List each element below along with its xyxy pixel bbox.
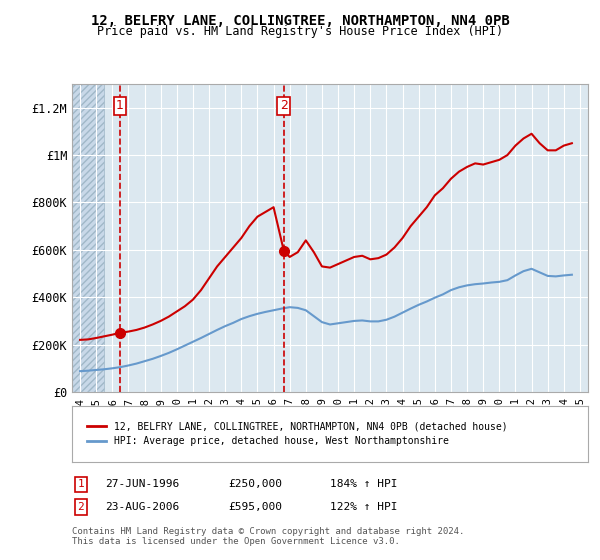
Text: Price paid vs. HM Land Registry's House Price Index (HPI): Price paid vs. HM Land Registry's House …	[97, 25, 503, 38]
Text: 1: 1	[116, 99, 124, 112]
Text: 2: 2	[77, 502, 85, 512]
Text: 1: 1	[77, 479, 85, 489]
Text: 2: 2	[280, 99, 288, 112]
Text: Contains HM Land Registry data © Crown copyright and database right 2024.
This d: Contains HM Land Registry data © Crown c…	[72, 526, 464, 546]
Text: £595,000: £595,000	[228, 502, 282, 512]
Text: £250,000: £250,000	[228, 479, 282, 489]
Text: 27-JUN-1996: 27-JUN-1996	[105, 479, 179, 489]
Text: 122% ↑ HPI: 122% ↑ HPI	[330, 502, 398, 512]
Text: 12, BELFRY LANE, COLLINGTREE, NORTHAMPTON, NN4 0PB: 12, BELFRY LANE, COLLINGTREE, NORTHAMPTO…	[91, 14, 509, 28]
Legend: 12, BELFRY LANE, COLLINGTREE, NORTHAMPTON, NN4 0PB (detached house), HPI: Averag: 12, BELFRY LANE, COLLINGTREE, NORTHAMPTO…	[82, 417, 512, 451]
Text: 23-AUG-2006: 23-AUG-2006	[105, 502, 179, 512]
Bar	[72, 84, 104, 392]
Text: 184% ↑ HPI: 184% ↑ HPI	[330, 479, 398, 489]
